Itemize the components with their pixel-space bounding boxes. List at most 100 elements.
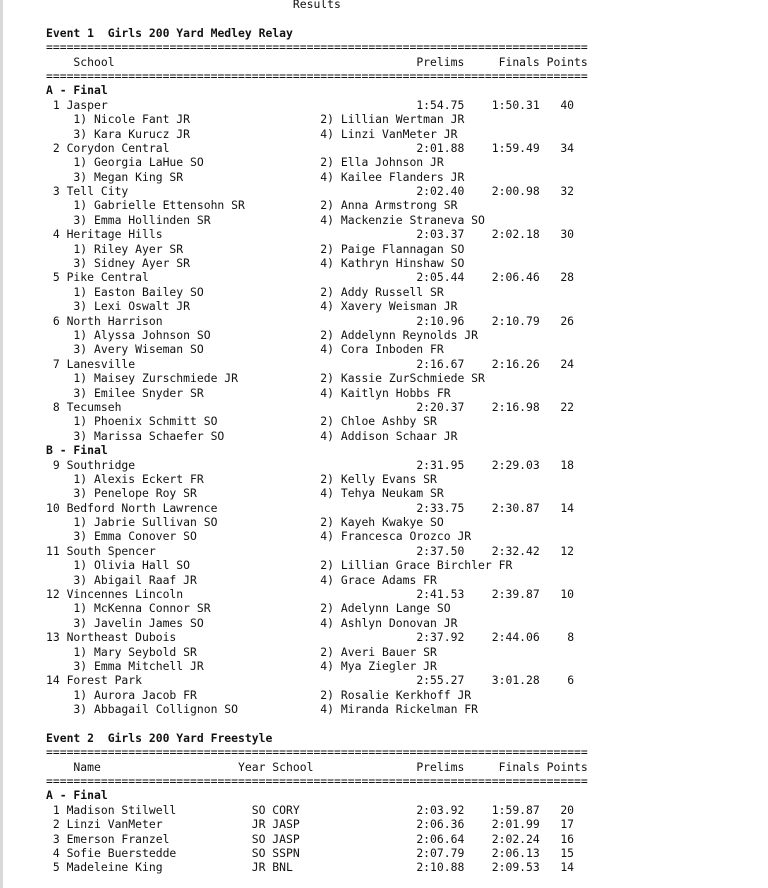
section-label-line: A - Final (46, 788, 766, 802)
event-title-line: Event 1 Girls 200 Yard Medley Relay (46, 26, 766, 40)
relay-swimmers-row: 3) Emma Mitchell JR 4) Mya Ziegler JR (46, 659, 766, 673)
team-name: Jasper (66, 97, 108, 112)
relay-swimmer: 1) Riley Ayer SR (73, 241, 184, 256)
swimmer-name: Madeleine King (66, 860, 163, 875)
points: 28 (560, 270, 575, 285)
relay-swimmer: 3) Emma Mitchell JR (73, 658, 204, 673)
relay-swimmers-row: 1) Alyssa Johnson SO 2) Addelynn Reynolds… (46, 328, 766, 342)
relay-swimmers-row: 1) Nicole Fant JR 2) Lillian Wertman JR (46, 112, 766, 126)
finals-time: 2:00.98 (491, 184, 540, 199)
place: 8 (52, 399, 60, 414)
relay-swimmers-row: 3) Megan King SR 4) Kailee Flanders JR (46, 170, 766, 184)
relay-swimmer: 1) Olivia Hall SO (73, 558, 191, 573)
place: 4 (52, 227, 60, 242)
swimmer-school: SSPN (272, 846, 300, 861)
points: 22 (560, 399, 575, 414)
page-title: Results (292, 0, 341, 11)
place: 12 (46, 587, 60, 602)
prelims-time: 2:06.64 (416, 831, 465, 846)
relay-swimmer: 4) Francesca Orozco JR (320, 529, 472, 544)
swimmer-school: JASP (272, 817, 300, 832)
prelims-time: 2:10.96 (416, 313, 465, 328)
relay-swimmers-row: 1) Alexis Eckert FR 2) Kelly Evans SR (46, 472, 766, 486)
relay-team-row: 7 Lanesville 2:16.67 2:16.26 24 (46, 357, 766, 371)
points: 17 (560, 817, 575, 832)
team-name: Tell City (66, 184, 129, 199)
relay-swimmer: 4) Mackenzie Straneva SO (320, 212, 485, 227)
finals-time: 2:29.03 (491, 457, 540, 472)
relay-swimmer: 4) Kaitlyn Hobbs FR (320, 385, 451, 400)
relay-swimmer: 1) Easton Bailey SO (73, 284, 204, 299)
finals-time: 2:44.06 (491, 630, 540, 645)
relay-swimmer: 3) Emma Hollinden SR (73, 212, 211, 227)
points: 6 (567, 673, 575, 688)
prelims-time: 2:37.92 (416, 630, 465, 645)
finals-time: 2:10.79 (491, 313, 540, 328)
relay-swimmer: 3) Abbagail Collignon SO (73, 702, 239, 717)
points: 26 (560, 313, 575, 328)
relay-swimmer: 1) Alexis Eckert FR (73, 471, 204, 486)
result-row: 1 Madison Stilwell SO CORY 2:03.92 1:59.87 20 (46, 803, 766, 817)
window-left-border (0, 0, 3, 888)
swimmer-year: SO (251, 802, 266, 817)
relay-swimmers-row: 1) McKenna Connor SR 2) Adelynn Lange SO (46, 601, 766, 615)
relay-swimmer: 2) Adelynn Lange SO (320, 601, 451, 616)
result-row: 3 Emerson Franzel SO JASP 2:06.64 2:02.24 16 (46, 832, 766, 846)
points: 40 (560, 97, 575, 112)
relay-swimmer: 3) Javelin James SO (73, 615, 204, 630)
prelims-time: 2:37.50 (416, 543, 465, 558)
team-name: South Spencer (66, 543, 156, 558)
finals-time: 2:39.87 (491, 587, 540, 602)
relay-swimmer: 2) Kassie ZurSchmiede SR (320, 371, 485, 386)
place: 14 (46, 673, 60, 688)
relay-swimmers-row: 3) Penelope Roy SR 4) Tehya Neukam SR (46, 486, 766, 500)
section-label: A - Final (46, 788, 108, 803)
points: 32 (560, 184, 575, 199)
points: 10 (560, 587, 575, 602)
header-school: School (73, 54, 115, 69)
prelims-time: 2:03.37 (416, 227, 465, 242)
finals-time: 2:06.13 (491, 846, 540, 861)
relay-team-row: 2 Corydon Central 2:01.88 1:59.49 34 (46, 141, 766, 155)
relay-swimmers-row: 3) Emma Hollinden SR 4) Mackenzie Stranev… (46, 213, 766, 227)
header-prelims: Prelims (416, 759, 465, 774)
relay-swimmer: 1) Maisey Zurschmiede JR (73, 371, 239, 386)
place: 2 (52, 140, 60, 155)
relay-swimmer: 3) Emilee Snyder SR (73, 385, 204, 400)
section-label-line: B - Final (46, 443, 766, 457)
points: 8 (567, 630, 575, 645)
swimmer-year: SO (251, 831, 266, 846)
relay-swimmer: 2) Addelynn Reynolds JR (320, 327, 479, 342)
relay-team-row: 10 Bedford North Lawrence 2:33.75 2:30.87 14 (46, 501, 766, 515)
place: 11 (46, 543, 60, 558)
team-name: Vincennes Lincoln (66, 587, 184, 602)
points: 14 (560, 500, 575, 515)
relay-team-row: 8 Tecumseh 2:20.37 2:16.98 22 (46, 400, 766, 414)
finals-time: 2:06.46 (491, 270, 540, 285)
relay-swimmers-row: 3) Abbagail Collignon SO 4) Miranda Ricke… (46, 702, 766, 716)
relay-swimmer: 3) Penelope Roy SR (73, 486, 197, 501)
column-header-line: School Prelims Finals Points (46, 55, 766, 69)
prelims-time: 2:06.36 (416, 817, 465, 832)
relay-swimmer: 1) Alyssa Johnson SO (73, 327, 211, 342)
relay-swimmer: 1) McKenna Connor SR (73, 601, 211, 616)
finals-time: 1:50.31 (491, 97, 540, 112)
relay-swimmer: 4) Ashlyn Donovan JR (320, 615, 458, 630)
relay-swimmer: 3) Lexi Oswalt JR (73, 299, 191, 314)
team-name: Lanesville (66, 356, 136, 371)
relay-team-row: 6 North Harrison 2:10.96 2:10.79 26 (46, 314, 766, 328)
separator: ========================================… (46, 774, 588, 789)
relay-swimmer: 2) Paige Flannagan SO (320, 241, 465, 256)
relay-swimmers-row: 3) Avery Wiseman SO 4) Cora Inboden FR (46, 342, 766, 356)
relay-swimmer: 4) Tehya Neukam SR (320, 486, 444, 501)
swimmer-name: Emerson Franzel (66, 831, 170, 846)
relay-swimmer: 2) Chloe Ashby SR (320, 414, 437, 429)
relay-swimmer: 3) Abigail Raaf JR (73, 572, 197, 587)
relay-team-row: 4 Heritage Hills 2:03.37 2:02.18 30 (46, 227, 766, 241)
prelims-time: 2:07.79 (416, 846, 465, 861)
points: 30 (560, 227, 575, 242)
relay-swimmer: 4) Grace Adams FR (320, 572, 437, 587)
team-name: Tecumseh (66, 399, 122, 414)
points: 15 (560, 846, 575, 861)
relay-team-row: 3 Tell City 2:02.40 2:00.98 32 (46, 184, 766, 198)
